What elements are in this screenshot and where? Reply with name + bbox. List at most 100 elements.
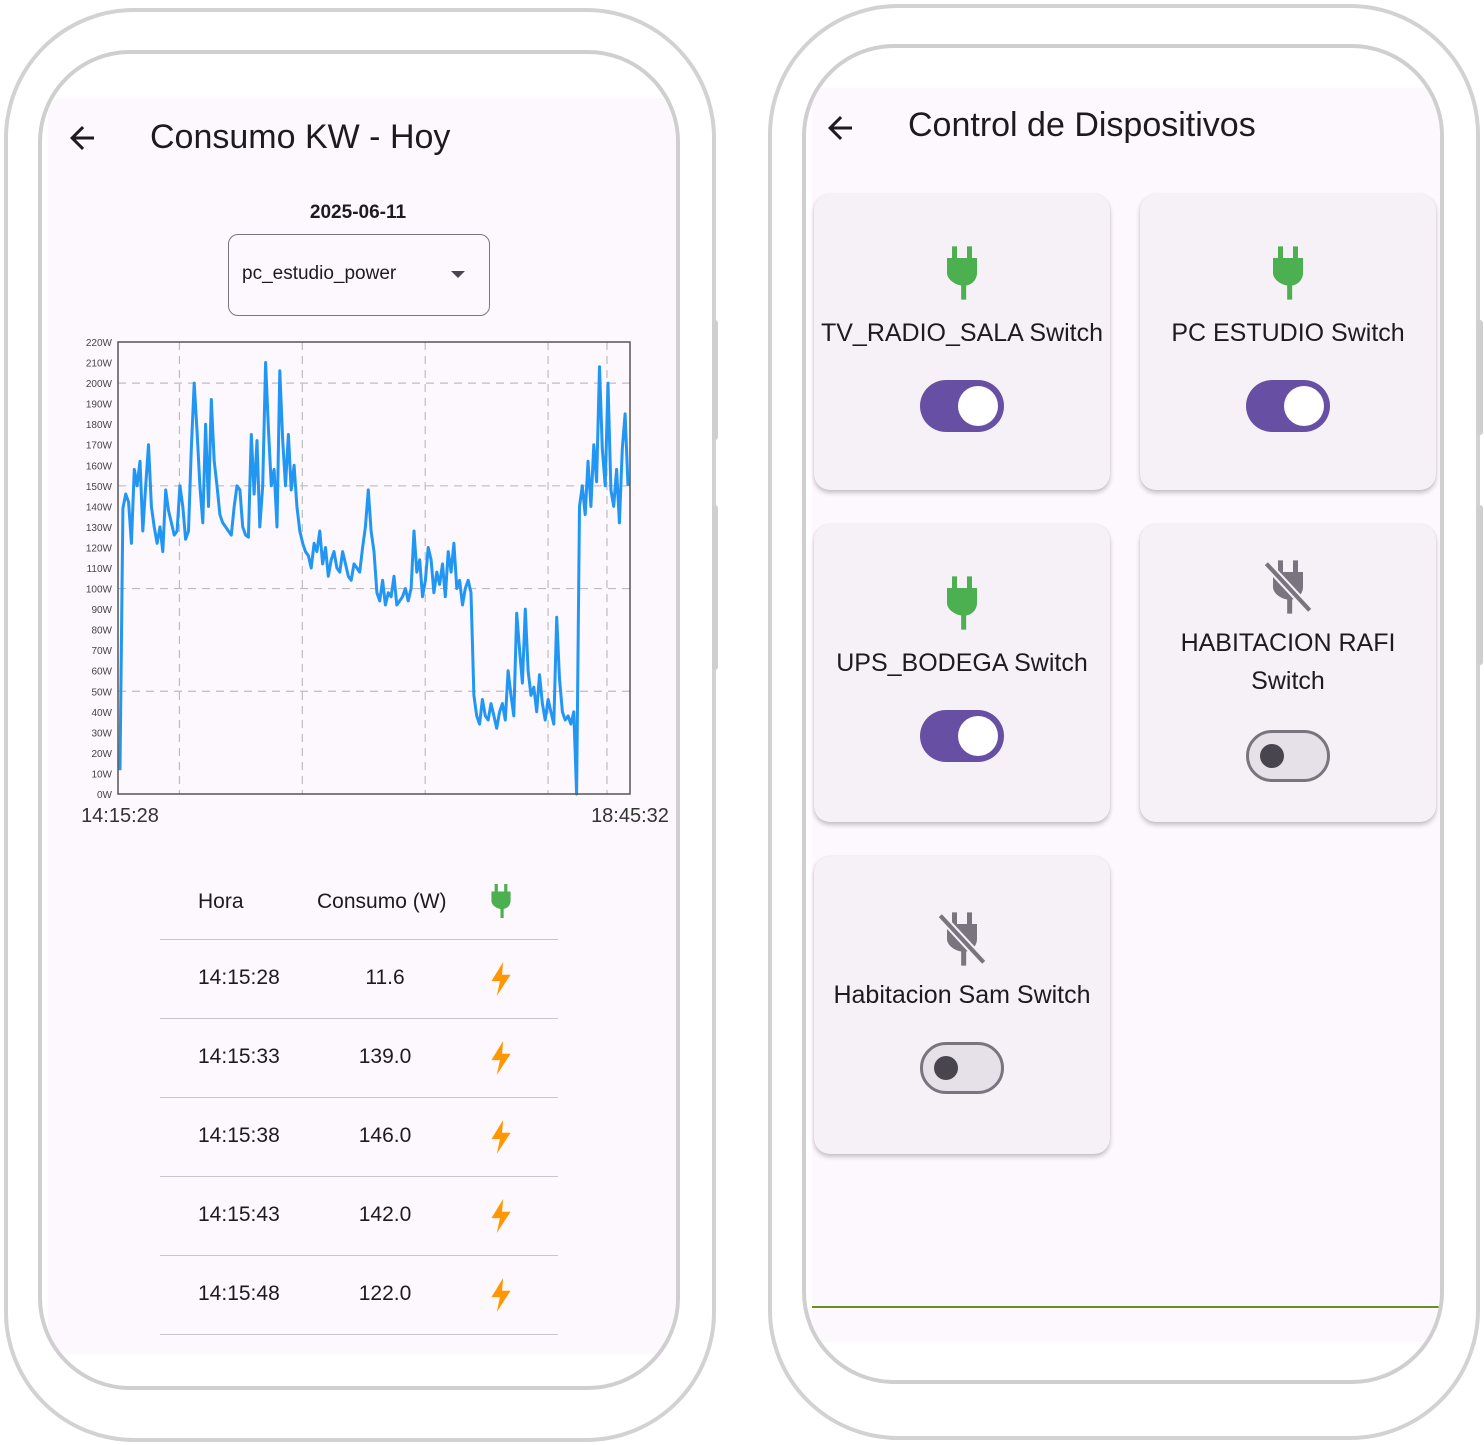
control-screen: Control de Dispositivos TV_RADIO_SALA Sw…: [812, 88, 1440, 1342]
bolt-icon: [488, 1041, 514, 1081]
phone-side-button: [1477, 505, 1483, 665]
plug-off-icon: [1263, 560, 1313, 619]
cell-hora: 14:15:48: [198, 1282, 280, 1305]
device-toggle[interactable]: [1246, 380, 1330, 432]
device-card: HABITACION RAFI Switch: [1140, 524, 1436, 822]
y-tick-label: 160W: [86, 461, 113, 472]
y-tick-label: 60W: [91, 667, 112, 678]
arrow-back-icon[interactable]: [64, 120, 100, 156]
plug-off-icon: [937, 912, 987, 971]
phone-side-button: [712, 505, 718, 670]
cell-consumo: 146.0: [358, 1124, 412, 1147]
chart-frame: [117, 341, 631, 795]
y-tick-label: 100W: [86, 585, 113, 596]
y-tick-label: 80W: [91, 626, 112, 637]
y-tick-label: 10W: [91, 769, 112, 780]
device-label: HABITACION RAFI Switch: [1180, 629, 1396, 695]
toggle-knob: [934, 1056, 958, 1080]
y-tick-label: 40W: [91, 708, 112, 719]
cell-hora: 14:15:43: [198, 1203, 280, 1226]
consumo-screen: Consumo KW - Hoy 2025-06-11 pc_estudio_p…: [48, 98, 676, 1354]
y-tick-label: 180W: [86, 420, 113, 431]
table-row: 14:15:28 11.6: [160, 940, 558, 1019]
device-toggle[interactable]: [920, 1042, 1004, 1094]
y-tick-label: 150W: [86, 482, 113, 493]
cell-hora: 14:15:28: [198, 966, 280, 989]
y-tick-label: 210W: [86, 359, 113, 370]
plug-icon: [942, 246, 982, 305]
table-row: 14:15:33 139.0: [160, 1019, 558, 1098]
app-bar: Control de Dispositivos: [812, 88, 1440, 168]
y-tick-label: 220W: [86, 338, 113, 349]
device-label: Habitacion Sam Switch: [833, 981, 1091, 1009]
app-bar: Consumo KW - Hoy: [48, 98, 676, 178]
y-tick-label: 20W: [91, 749, 112, 760]
device-label: TV_RADIO_SALA Switch: [820, 319, 1104, 347]
phone-side-button: [712, 320, 718, 440]
y-tick-label: 120W: [86, 543, 113, 554]
chart-series: [118, 361, 630, 796]
toggle-knob: [1260, 744, 1284, 768]
device-dropdown-value: pc_estudio_power: [242, 263, 397, 284]
cell-hora: 14:15:38: [198, 1124, 280, 1147]
page-title: Consumo KW - Hoy: [150, 118, 451, 156]
toggle-knob: [958, 386, 998, 426]
chart-y-axis: 0W 10W 20W 30W 40W 50W 60W 70W 80W 90W 100W 110W 120…: [86, 338, 113, 801]
table-row: 14:15:38 146.0: [160, 1098, 558, 1177]
consumption-table: Hora Consumo (W) 14:15:28 11.6 14:15:33 139…: [160, 868, 558, 1335]
device-dropdown[interactable]: pc_estudio_power: [228, 234, 490, 316]
arrow-back-icon[interactable]: [822, 110, 858, 146]
cell-consumo: 122.0: [358, 1282, 412, 1305]
phone-bezel-consumo: Consumo KW - Hoy 2025-06-11 pc_estudio_p…: [38, 50, 680, 1390]
x-tick-label: 14:15:28: [81, 805, 159, 827]
cell-consumo: 139.0: [358, 1045, 412, 1068]
cell-consumo: 142.0: [358, 1203, 412, 1226]
y-tick-label: 190W: [86, 400, 113, 411]
bottom-divider: [812, 1306, 1440, 1308]
bolt-icon: [488, 1199, 514, 1239]
plug-icon: [1268, 246, 1308, 305]
bolt-icon: [488, 1120, 514, 1160]
y-tick-label: 70W: [91, 646, 112, 657]
y-tick-label: 140W: [86, 502, 113, 513]
y-tick-label: 110W: [87, 564, 113, 575]
plug-icon: [942, 576, 982, 635]
device-label: PC ESTUDIO Switch: [1171, 319, 1405, 347]
device-toggle[interactable]: [920, 380, 1004, 432]
y-tick-label: 30W: [91, 728, 112, 739]
device-card: TV_RADIO_SALA Switch: [814, 194, 1110, 490]
device-card: PC ESTUDIO Switch: [1140, 194, 1436, 490]
toggle-knob: [958, 716, 998, 756]
bolt-icon: [488, 962, 514, 1002]
cell-hora: 14:15:33: [198, 1045, 280, 1068]
page-title: Control de Dispositivos: [908, 106, 1256, 144]
header-hora: Hora: [198, 890, 244, 913]
dropdown-arrow-icon: [451, 271, 465, 278]
plug-icon: [488, 884, 514, 924]
phone-side-button: [1477, 320, 1483, 435]
series-line: [118, 361, 630, 796]
device-label: UPS_BODEGA Switch: [836, 649, 1088, 677]
phone-bezel-control: Control de Dispositivos TV_RADIO_SALA Sw…: [802, 44, 1444, 1384]
y-tick-label: 90W: [91, 605, 112, 616]
device-toggle[interactable]: [920, 710, 1004, 762]
device-card: Habitacion Sam Switch: [814, 856, 1110, 1154]
bolt-icon: [488, 1278, 514, 1318]
device-toggle[interactable]: [1246, 730, 1330, 782]
y-tick-label: 130W: [86, 523, 113, 534]
x-tick-label: 18:45:32: [591, 805, 669, 827]
y-tick-label: 170W: [86, 441, 113, 452]
consumption-chart: 0W 10W 20W 30W 40W 50W 60W 70W 80W 90W 100W 110W 120…: [81, 338, 669, 827]
table-row: 14:15:48 122.0: [160, 1256, 558, 1335]
cell-consumo: 11.6: [365, 966, 405, 989]
y-tick-label: 50W: [91, 687, 112, 698]
toggle-knob: [1284, 386, 1324, 426]
table-header: Hora Consumo (W): [160, 868, 558, 940]
date-label: 2025-06-11: [309, 202, 407, 223]
y-tick-label: 200W: [86, 379, 113, 390]
device-card: UPS_BODEGA Switch: [814, 524, 1110, 822]
chart-x-axis: 14:15:28 18:45:32: [81, 805, 669, 827]
y-tick-label: 0W: [97, 790, 113, 801]
table-row: 14:15:43 142.0: [160, 1177, 558, 1256]
header-consumo: Consumo (W): [317, 890, 447, 913]
